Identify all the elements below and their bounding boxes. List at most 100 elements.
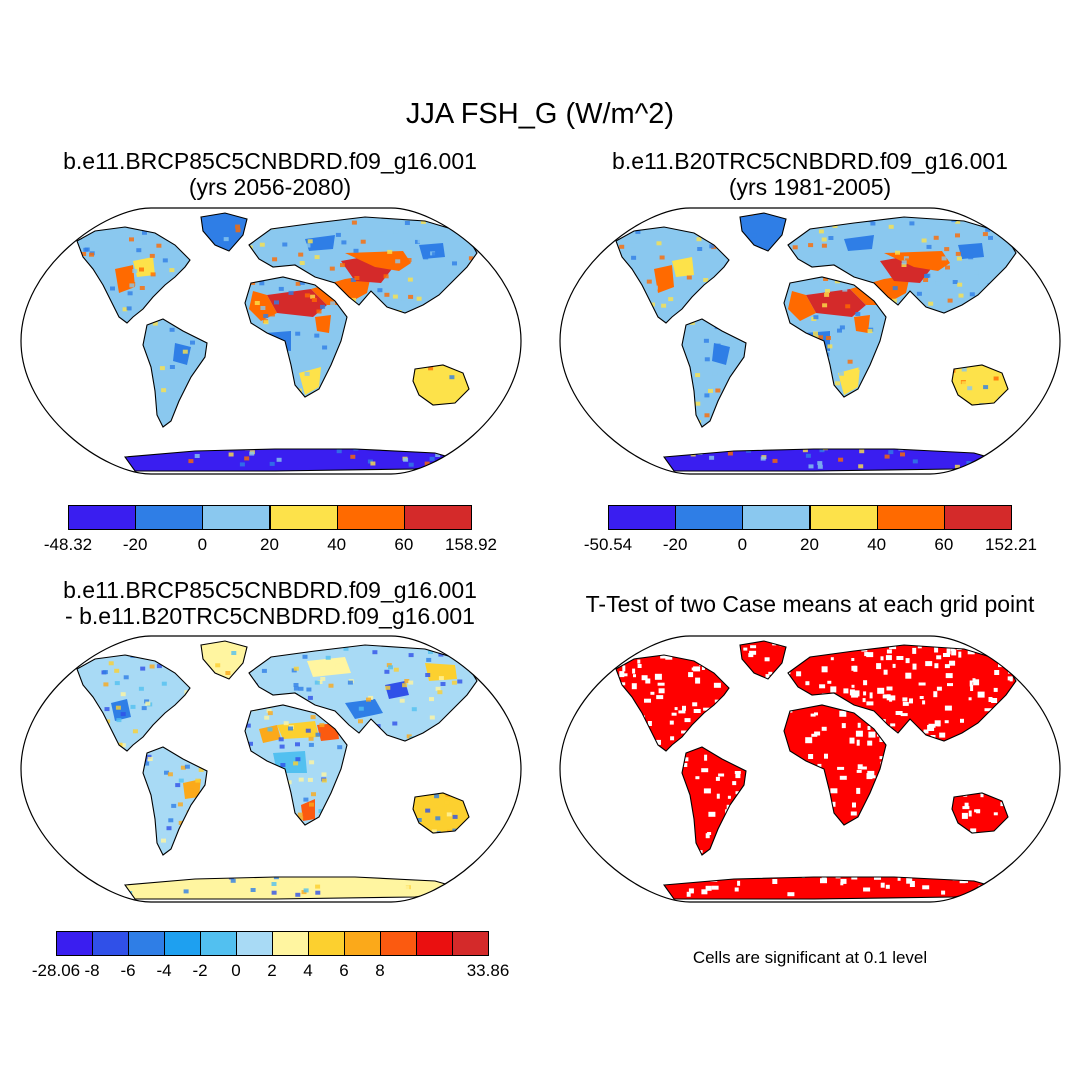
nonsignificant-cell bbox=[940, 795, 948, 800]
field-cell bbox=[15, 332, 20, 336]
field-cell bbox=[315, 732, 321, 737]
nonsignificant-cell bbox=[647, 641, 655, 642]
field-cell bbox=[845, 304, 851, 309]
field-cell bbox=[308, 736, 314, 741]
nonsignificant-cell bbox=[616, 745, 621, 752]
field-cell bbox=[983, 385, 989, 390]
field-cell bbox=[423, 862, 429, 867]
field-cell bbox=[171, 803, 177, 808]
field-cell bbox=[384, 292, 390, 297]
field-cell bbox=[730, 343, 736, 348]
field-cell bbox=[390, 440, 396, 445]
field-cell bbox=[77, 790, 79, 794]
map-difference bbox=[20, 635, 522, 903]
field-cell bbox=[241, 806, 247, 811]
field-cell bbox=[945, 433, 951, 438]
field-cell bbox=[653, 427, 659, 432]
field-cell bbox=[1017, 375, 1022, 379]
panel-2-title: b.e11.B20TRC5CNBDRD.f09_g16.001 (yrs 198… bbox=[560, 148, 1060, 200]
map-ttest bbox=[559, 635, 1061, 903]
field-cell bbox=[168, 294, 174, 299]
field-patch bbox=[884, 251, 950, 271]
nonsignificant-cell bbox=[905, 658, 910, 664]
field-cell bbox=[508, 374, 513, 378]
map-frame bbox=[559, 207, 1061, 475]
field-cell bbox=[468, 256, 474, 261]
field-cell bbox=[715, 343, 721, 348]
field-cell bbox=[347, 680, 353, 685]
nonsignificant-cell bbox=[686, 643, 690, 648]
field-cell bbox=[172, 420, 178, 425]
nonsignificant-cell bbox=[1012, 805, 1016, 810]
nonsignificant-cell bbox=[1044, 811, 1049, 815]
field-cell bbox=[755, 430, 761, 435]
nonsignificant-cell bbox=[1022, 767, 1028, 773]
field-patch bbox=[173, 343, 191, 365]
field-cell bbox=[866, 422, 872, 427]
nonsignificant-cell bbox=[622, 706, 628, 710]
nonsignificant-cell bbox=[872, 849, 879, 856]
field-cell bbox=[400, 370, 405, 375]
nonsignificant-cell bbox=[866, 652, 874, 658]
field-cell bbox=[505, 301, 510, 305]
nonsignificant-cell bbox=[837, 766, 845, 770]
field-cell bbox=[767, 436, 773, 441]
field-cell bbox=[77, 756, 82, 761]
field-cell bbox=[440, 682, 446, 686]
field-cell bbox=[618, 208, 623, 212]
nonsignificant-cell bbox=[979, 645, 983, 652]
field-cell bbox=[391, 445, 397, 450]
field-cell bbox=[335, 663, 341, 668]
field-cell bbox=[189, 855, 195, 860]
field-cell bbox=[921, 331, 927, 336]
nonsignificant-cell bbox=[997, 852, 1002, 856]
nonsignificant-cell bbox=[592, 883, 596, 887]
nonsignificant-cell bbox=[850, 840, 856, 844]
field-cell bbox=[414, 847, 420, 852]
field-cell bbox=[128, 786, 134, 791]
nonsignificant-cell bbox=[939, 812, 943, 818]
coastline-greenland bbox=[739, 212, 787, 252]
field-cell bbox=[686, 275, 692, 280]
nonsignificant-cell bbox=[594, 691, 600, 694]
field-cell bbox=[489, 883, 494, 887]
field-cell bbox=[969, 292, 975, 297]
field-cell bbox=[380, 803, 386, 808]
nonsignificant-cell bbox=[704, 754, 708, 761]
nonsignificant-cell bbox=[820, 852, 826, 857]
colorbar-label: 6 bbox=[339, 961, 349, 980]
field-cell bbox=[507, 688, 512, 692]
field-cell bbox=[136, 449, 142, 454]
field-cell bbox=[161, 838, 166, 843]
field-cell bbox=[982, 232, 988, 237]
field-cell bbox=[314, 255, 320, 260]
coastline-eurasia bbox=[248, 216, 478, 314]
field-cell bbox=[283, 799, 289, 804]
field-cell bbox=[189, 807, 195, 812]
nonsignificant-cell bbox=[856, 787, 861, 794]
field-cell bbox=[646, 279, 652, 284]
field-cell bbox=[410, 389, 416, 393]
nonsignificant-cell bbox=[709, 648, 717, 655]
field-cell bbox=[111, 854, 116, 859]
field-cell bbox=[306, 687, 312, 692]
nonsignificant-cell bbox=[814, 803, 820, 810]
field-cell bbox=[500, 427, 505, 431]
field-cell bbox=[420, 219, 426, 224]
nonsignificant-cell bbox=[616, 860, 619, 866]
nonsignificant-cell bbox=[956, 870, 964, 875]
field-cell bbox=[142, 365, 148, 369]
field-cell bbox=[1005, 243, 1011, 248]
field-cell bbox=[657, 389, 662, 394]
nonsignificant-cell bbox=[1042, 873, 1046, 876]
landmass-antarctica bbox=[125, 877, 463, 899]
field-cell bbox=[567, 207, 572, 211]
field-cell bbox=[269, 312, 275, 317]
field-cell bbox=[668, 297, 674, 302]
nonsignificant-cell bbox=[1052, 872, 1055, 878]
field-cell bbox=[17, 459, 22, 463]
field-cell bbox=[490, 284, 495, 288]
field-cell bbox=[140, 666, 146, 671]
map-frame bbox=[20, 207, 522, 475]
field-cell bbox=[77, 716, 80, 721]
